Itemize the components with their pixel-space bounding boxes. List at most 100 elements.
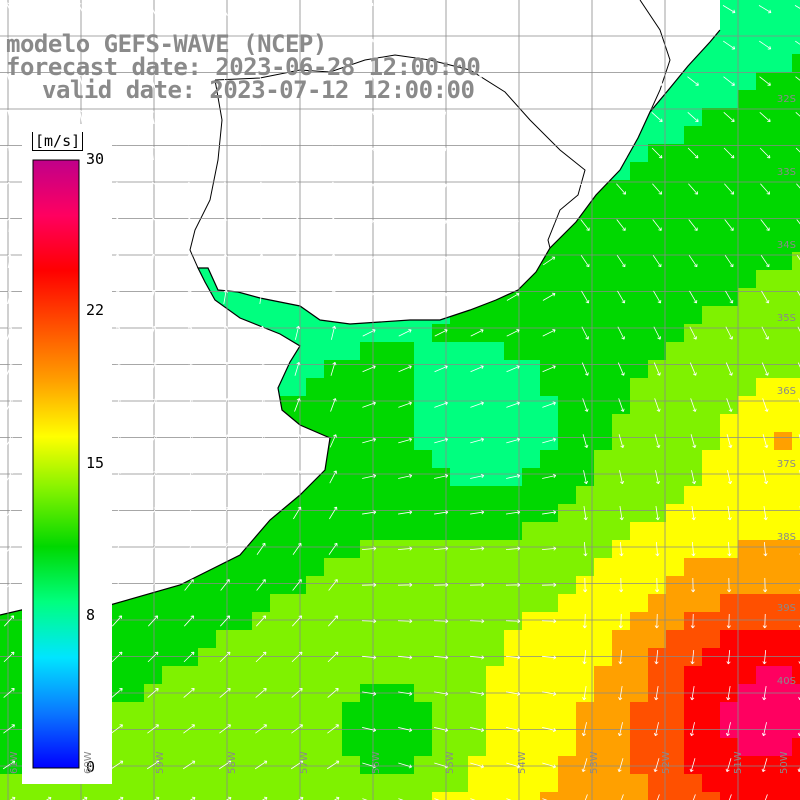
wind-arrow	[762, 613, 767, 629]
wind-speed-cell	[594, 558, 612, 576]
wind-arrow	[654, 649, 659, 665]
wind-speed-cell	[468, 306, 486, 324]
wind-arrow	[5, 73, 11, 88]
wind-arrow	[398, 798, 404, 800]
wind-arrow	[41, 73, 47, 88]
wind-arrow	[329, 470, 338, 484]
wind-arrow	[654, 398, 661, 412]
wind-arrow	[469, 582, 485, 587]
wind-speed-cell	[414, 666, 432, 684]
land-mass	[0, 0, 720, 324]
wind-speed-cell	[576, 666, 594, 684]
wind-arrow	[542, 437, 557, 444]
wind-speed-cell	[792, 162, 800, 180]
wind-speed-cell	[342, 450, 360, 468]
wind-speed-cell	[360, 666, 378, 684]
wind-speed-cell	[216, 738, 234, 756]
wind-arrow	[541, 655, 557, 660]
wind-speed-cell	[414, 630, 432, 648]
wind-speed-cell	[432, 792, 450, 800]
wind-speed-cell	[594, 612, 612, 630]
wind-arrow	[362, 292, 376, 301]
wind-speed-cell	[612, 270, 630, 288]
wind-speed-cell	[774, 666, 792, 684]
wind-arrow	[330, 361, 337, 376]
wind-speed-cell	[648, 558, 666, 576]
wind-speed-cell	[540, 594, 558, 612]
wind-arrow	[329, 434, 337, 448]
wind-speed-cell	[558, 450, 576, 468]
wind-arrow	[5, 434, 13, 448]
wind-speed-cell	[702, 270, 720, 288]
wind-arrow	[617, 758, 624, 773]
wind-arrow	[148, 542, 158, 555]
wind-speed-cell	[540, 378, 558, 396]
wind-speed-cell	[342, 738, 360, 756]
wind-arrow	[328, 615, 339, 627]
wind-arrow	[435, 220, 447, 230]
wind-speed-cell	[540, 558, 558, 576]
wind-speed-cell	[648, 378, 666, 396]
wind-speed-cell	[612, 414, 630, 432]
wind-arrow	[149, 73, 155, 88]
wind-arrow	[725, 326, 734, 340]
wind-arrow	[398, 473, 413, 479]
wind-speed-cell	[522, 630, 540, 648]
wind-speed-cell	[630, 666, 648, 684]
wind-speed-cell	[432, 558, 450, 576]
wind-arrow	[3, 724, 15, 734]
wind-speed-cell	[270, 756, 288, 774]
wind-speed-cell	[720, 342, 738, 360]
lon-label-50w: 50W	[779, 751, 790, 774]
wind-speed-cell	[180, 630, 198, 648]
wind-speed-cell	[396, 450, 414, 468]
wind-speed-cell	[774, 360, 792, 378]
wind-speed-cell	[630, 540, 648, 558]
wind-speed-cell	[252, 630, 270, 648]
wind-arrow	[254, 760, 268, 770]
wind-speed-cell	[306, 666, 324, 684]
wind-speed-cell	[792, 360, 800, 378]
wind-speed-cell	[234, 702, 252, 720]
lat-label-37s: 37S	[776, 459, 796, 470]
wind-arrow	[796, 254, 800, 261]
wind-speed-cell	[558, 720, 576, 738]
wind-speed-cell	[378, 468, 396, 486]
wind-speed-cell	[666, 738, 684, 756]
wind-speed-cell	[342, 342, 360, 360]
wind-speed-cell	[576, 414, 594, 432]
wind-speed-cell	[576, 270, 594, 288]
wind-arrow	[436, 38, 446, 51]
wind-speed-cell	[414, 576, 432, 594]
wind-arrow	[7, 325, 13, 340]
wind-speed-cell	[504, 342, 522, 360]
wind-speed-cell	[702, 648, 720, 666]
wind-speed-cell	[738, 774, 756, 792]
wind-arrow	[186, 361, 193, 376]
wind-speed-cell	[540, 792, 558, 800]
wind-speed-cell	[108, 792, 126, 800]
wind-speed-cell	[756, 792, 774, 800]
wind-speed-cell	[198, 738, 216, 756]
wind-speed-cell	[306, 720, 324, 738]
wind-speed-cell	[666, 486, 684, 504]
wind-speed-cell	[702, 612, 720, 630]
wind-speed-cell	[702, 756, 720, 774]
wind-arrow	[655, 541, 660, 557]
wind-speed-cell	[594, 270, 612, 288]
wind-arrow	[330, 109, 335, 124]
wind-arrow	[398, 401, 412, 408]
wind-arrow	[398, 256, 412, 266]
lat-label-34s: 34S	[776, 240, 796, 251]
wind-arrow	[6, 181, 11, 197]
wind-speed-cell	[234, 576, 252, 594]
wind-arrow	[397, 546, 413, 551]
wind-speed-cell	[360, 738, 378, 756]
wind-speed-cell	[342, 522, 360, 540]
wind-arrow	[725, 722, 731, 737]
wind-speed-cell	[486, 324, 504, 342]
wind-speed-cell	[396, 792, 414, 800]
wind-speed-cell	[630, 252, 648, 270]
wind-speed-cell	[792, 702, 800, 720]
wind-speed-cell	[486, 378, 504, 396]
